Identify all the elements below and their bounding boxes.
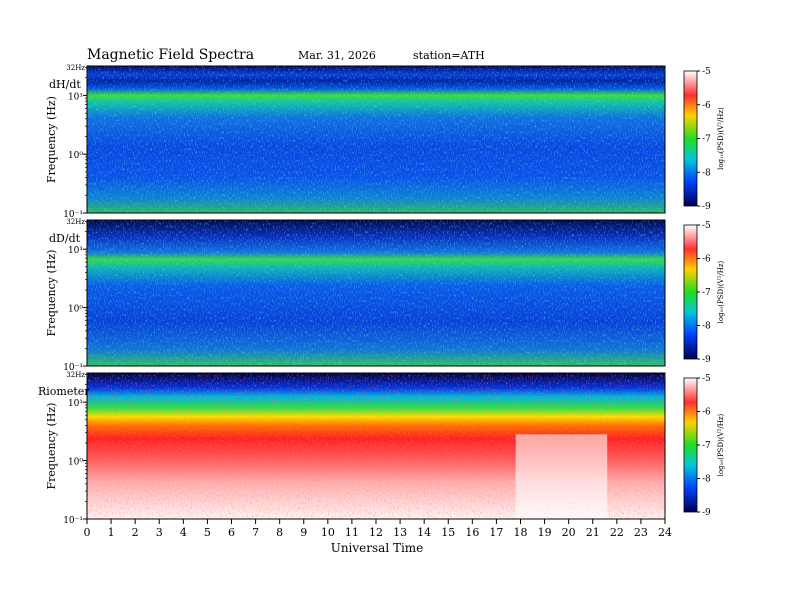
x-tick-label: 23 (634, 526, 648, 539)
y-axis-label: Frequency (Hz) (45, 96, 58, 183)
y-tick-label: 10⁻¹ (63, 516, 83, 526)
x-tick-label: 21 (586, 526, 600, 539)
panel-label: dD/dt (49, 232, 81, 245)
panel-label: dH/dt (49, 78, 81, 91)
x-tick-label: 2 (132, 526, 139, 539)
colorbar-label: log₁₀(PSD)(V²/Hz) (717, 260, 725, 323)
x-tick-label: 4 (180, 526, 187, 539)
x-tick-label: 11 (345, 526, 359, 539)
x-tick-label: 24 (658, 526, 672, 539)
x-tick-label: 6 (228, 526, 235, 539)
figure-title: Magnetic Field Spectra (87, 47, 254, 63)
x-tick-label: 8 (276, 526, 283, 539)
x-tick-label: 1 (108, 526, 115, 539)
y-tick-label: 10⁰ (68, 305, 83, 315)
colorbar-scale (683, 224, 698, 360)
figure-date: Mar. 31, 2026 (298, 49, 376, 62)
y-axis-label: Frequency (Hz) (45, 250, 58, 337)
y-tick-label: 10⁰ (68, 458, 83, 468)
y-tick-label: 10¹ (68, 246, 83, 256)
colorbar-label: log₁₀(PSD)(V²/Hz) (717, 413, 725, 476)
colorbar-tick-label: -8 (702, 475, 711, 485)
x-axis-label: Universal Time (331, 541, 424, 555)
y-tick-label: 10⁻¹ (63, 210, 83, 220)
y-tick-label: 10⁻¹ (63, 363, 83, 373)
x-tick-label: 20 (562, 526, 576, 539)
x-tick-label: 14 (417, 526, 431, 539)
top-frequency-label: 32Hz (66, 371, 85, 379)
colorbar-scale (683, 377, 698, 513)
x-tick-label: 22 (610, 526, 624, 539)
colorbar-tick-label: -6 (702, 408, 711, 418)
colorbar-scale (683, 70, 698, 207)
colorbar: -5 -6 -7 -8 -9 log₁₀(PSD)(V²/Hz) (683, 221, 725, 365)
spectrogram-noise (87, 66, 665, 213)
spectrogram-noise (87, 220, 665, 366)
x-tick-label: 5 (204, 526, 211, 539)
panel-label: Riometer (38, 385, 90, 398)
colorbar-tick-label: -5 (702, 221, 711, 231)
colorbar-tick-label: -8 (702, 322, 711, 332)
panel-frame (86, 65, 666, 214)
colorbar-tick-label: -7 (702, 288, 711, 298)
x-tick-label: 10 (321, 526, 335, 539)
x-tick-label: 3 (156, 526, 163, 539)
x-tick-label: 9 (300, 526, 307, 539)
panel-frame (86, 219, 666, 367)
x-tick-label: 7 (252, 526, 259, 539)
x-tick-label: 15 (441, 526, 455, 539)
y-tick-label: 10¹ (68, 92, 83, 102)
top-frequency-label: 32Hz (66, 64, 85, 72)
colorbar-tick-label: -6 (702, 255, 711, 265)
colorbar-tick-label: -8 (702, 168, 711, 178)
colorbar-tick-label: -9 (702, 355, 711, 365)
top-frequency-label: 32Hz (66, 218, 85, 226)
y-tick-label: 10¹ (68, 399, 83, 409)
colorbar-tick-label: -7 (702, 135, 711, 145)
time-axis: 0 1 2 3 4 5 6 7 8 9 10 11 12 13 14 15 16 17 18 19 20 21 22 23 24 (84, 519, 672, 539)
colorbar-tick-label: -5 (702, 67, 711, 77)
colorbar: -5 -6 -7 -8 -9 log₁₀(PSD)(V²/Hz) (683, 374, 725, 518)
colorbar-tick-label: -9 (702, 508, 711, 518)
x-tick-label: 16 (465, 526, 479, 539)
x-tick-label: 12 (369, 526, 383, 539)
bright-region (515, 434, 608, 519)
x-tick-label: 19 (538, 526, 552, 539)
x-tick-label: 17 (489, 526, 503, 539)
colorbar-tick-label: -9 (702, 202, 711, 212)
y-axis-label: Frequency (Hz) (45, 403, 58, 490)
colorbar-tick-label: -6 (702, 101, 711, 111)
x-tick-label: 18 (514, 526, 528, 539)
colorbar-tick-label: -7 (702, 441, 711, 451)
figure-station: station=ATH (413, 49, 485, 62)
colorbar-label: log₁₀(PSD)(V²/Hz) (717, 107, 725, 170)
colorbar: -5 -6 -7 -8 -9 log₁₀(PSD)(V²/Hz) (683, 67, 725, 212)
colorbar-tick-label: -5 (702, 374, 711, 384)
x-tick-label: 13 (393, 526, 407, 539)
y-tick-label: 10⁰ (68, 151, 83, 161)
x-tick-label: 0 (84, 526, 91, 539)
